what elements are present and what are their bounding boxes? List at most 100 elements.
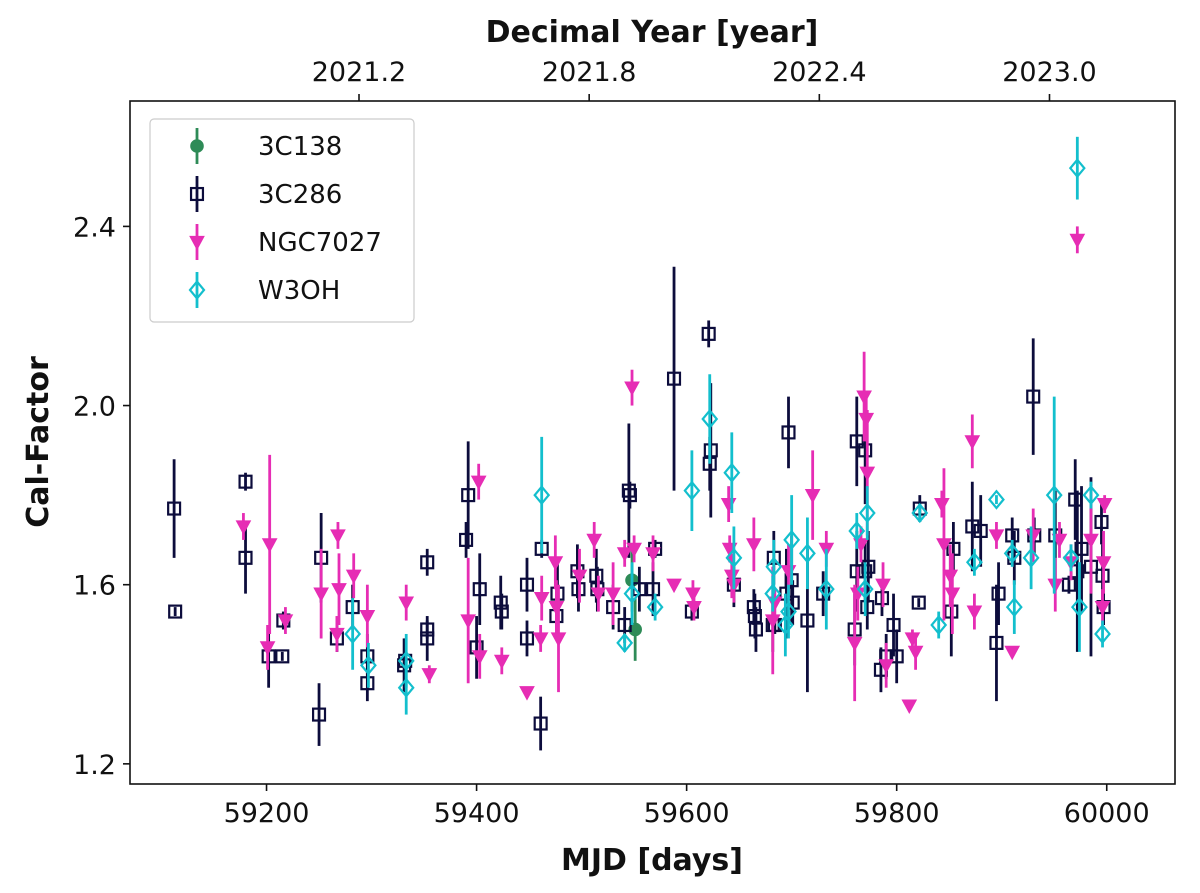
- data-point: [261, 538, 278, 553]
- data-point: [1082, 485, 1100, 506]
- data-point: [459, 532, 474, 547]
- data-point: [471, 650, 488, 665]
- data-point: [930, 614, 948, 636]
- data-point: [1005, 596, 1023, 618]
- data-point: [645, 582, 661, 597]
- data-point: [519, 577, 535, 592]
- data-point: [571, 569, 588, 585]
- data-point: [686, 600, 702, 616]
- data-point: [1094, 623, 1111, 645]
- data-point: [1069, 233, 1086, 249]
- data-point: [519, 686, 535, 701]
- x-tick-label: 59400: [434, 798, 520, 829]
- plot-frame: [129, 100, 1176, 785]
- data-point: [616, 632, 634, 654]
- x-tick-label: 60000: [1064, 798, 1150, 829]
- data-point: [235, 520, 252, 535]
- data-point: [1003, 543, 1021, 564]
- data-point: [966, 605, 983, 620]
- top-tick-label: 2021.2: [312, 57, 406, 88]
- data-points: [167, 136, 1113, 751]
- legend-entry-3c286: 3C286: [189, 176, 342, 212]
- data-point: [965, 519, 980, 534]
- data-point: [781, 425, 796, 440]
- data-point: [780, 601, 797, 622]
- data-point: [344, 623, 362, 645]
- legend-label: W3OH: [258, 276, 340, 306]
- data-point: [846, 636, 863, 652]
- data-point: [398, 596, 415, 612]
- legend-marker: [189, 186, 205, 202]
- data-point: [622, 488, 637, 503]
- data-point: [259, 641, 276, 656]
- data-point: [886, 617, 901, 633]
- data-point: [533, 592, 550, 607]
- data-point: [991, 586, 1006, 601]
- data-point: [1062, 547, 1080, 568]
- data-point: [683, 480, 701, 501]
- data-point: [420, 631, 435, 646]
- data-point: [989, 635, 1004, 650]
- data-point: [861, 559, 876, 574]
- data-point: [616, 547, 633, 562]
- data-point: [1061, 577, 1076, 592]
- data-point: [1068, 158, 1086, 179]
- data-point: [804, 489, 821, 504]
- data-point: [859, 466, 876, 482]
- data-point: [470, 475, 487, 491]
- data-point: [858, 443, 873, 458]
- top-tick-label: 2023.0: [1002, 57, 1096, 88]
- data-point: [586, 533, 603, 549]
- data-point: [519, 631, 535, 646]
- data-point: [330, 529, 346, 544]
- data-point: [666, 371, 682, 386]
- data-point: [1070, 596, 1088, 618]
- data-point: [628, 622, 642, 637]
- legend-marker: [190, 139, 204, 153]
- data-point: [533, 485, 551, 506]
- data-point: [701, 326, 716, 341]
- data-point: [359, 609, 376, 625]
- x-axis-title: MJD [days]: [561, 843, 743, 878]
- data-point: [1094, 600, 1111, 616]
- data-point: [1022, 547, 1040, 568]
- data-point: [858, 502, 876, 524]
- data-point: [1051, 533, 1068, 549]
- data-point: [472, 582, 487, 597]
- data-point: [550, 632, 567, 647]
- y-tick-label: 1.6: [73, 571, 116, 602]
- legend-marker: [188, 279, 206, 301]
- data-point: [666, 578, 682, 594]
- data-point: [1095, 556, 1112, 571]
- legend-label: NGC7027: [258, 228, 382, 258]
- data-point: [1045, 485, 1063, 506]
- data-point: [849, 434, 864, 449]
- data-point: [964, 435, 981, 450]
- data-point: [311, 707, 327, 722]
- data-point: [817, 579, 835, 600]
- data-point: [590, 587, 607, 603]
- data-point: [878, 659, 895, 674]
- data-point: [748, 622, 763, 637]
- legend-label: 3C138: [258, 132, 342, 162]
- data-point: [329, 627, 345, 643]
- x-tick-label: 59600: [644, 798, 730, 829]
- y-tick-label: 2.0: [73, 392, 116, 423]
- legend-marker: [189, 235, 205, 251]
- legend-entry-ngc7027: NGC7027: [189, 224, 382, 260]
- data-point: [547, 556, 564, 571]
- data-point: [1004, 645, 1021, 661]
- top-tick-label: 2021.8: [542, 57, 636, 88]
- data-point: [420, 555, 435, 570]
- data-point: [725, 547, 743, 568]
- data-point: [1096, 497, 1113, 513]
- data-point: [701, 408, 719, 430]
- data-point: [911, 502, 929, 524]
- data-point: [848, 520, 866, 542]
- data-point: [723, 462, 741, 483]
- data-point: [460, 614, 477, 629]
- data-point: [494, 604, 509, 619]
- data-point: [345, 569, 362, 585]
- data-point: [168, 604, 183, 619]
